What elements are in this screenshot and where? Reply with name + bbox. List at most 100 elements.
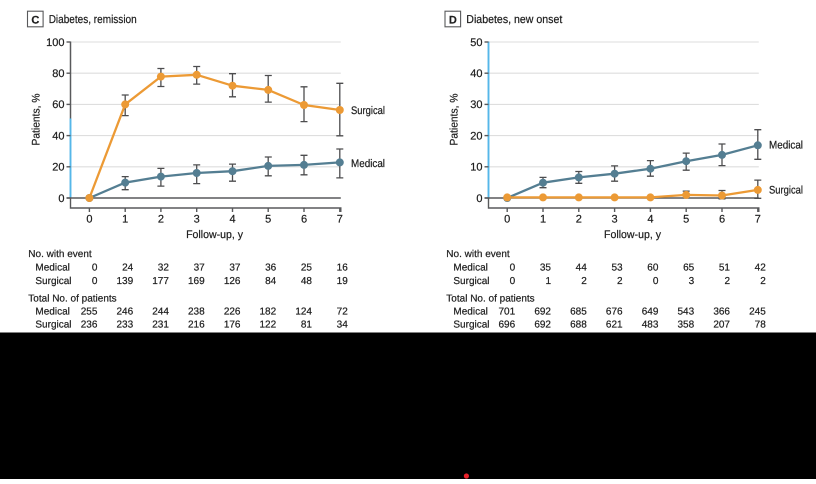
- svg-text:0: 0: [510, 276, 516, 287]
- svg-text:Medical: Medical: [35, 263, 69, 274]
- svg-text:124: 124: [295, 307, 312, 318]
- svg-text:177: 177: [152, 276, 169, 287]
- svg-text:176: 176: [224, 320, 241, 331]
- svg-text:Diabetes, new onset: Diabetes, new onset: [466, 14, 563, 26]
- svg-text:688: 688: [570, 320, 587, 331]
- svg-text:169: 169: [188, 276, 205, 287]
- svg-text:37: 37: [229, 263, 241, 274]
- svg-text:6: 6: [301, 214, 307, 226]
- svg-text:216: 216: [188, 320, 205, 331]
- svg-text:Medical: Medical: [351, 158, 385, 170]
- svg-text:50: 50: [470, 37, 482, 49]
- svg-text:3: 3: [689, 276, 695, 287]
- svg-text:40: 40: [470, 68, 482, 80]
- svg-text:358: 358: [678, 320, 695, 331]
- svg-text:1: 1: [122, 214, 128, 226]
- svg-text:100: 100: [46, 37, 64, 49]
- svg-text:4: 4: [647, 214, 653, 226]
- svg-text:0: 0: [86, 214, 92, 226]
- svg-text:34: 34: [337, 320, 349, 331]
- svg-text:Total No. of patients: Total No. of patients: [446, 294, 534, 305]
- svg-text:C: C: [31, 15, 39, 27]
- svg-text:4: 4: [229, 214, 235, 226]
- svg-text:Surgical: Surgical: [351, 105, 385, 117]
- svg-text:53: 53: [611, 263, 623, 274]
- svg-text:Patients, %: Patients, %: [449, 93, 461, 145]
- svg-text:685: 685: [570, 307, 587, 318]
- svg-text:0: 0: [653, 276, 659, 287]
- svg-text:5: 5: [683, 214, 689, 226]
- svg-text:207: 207: [713, 320, 730, 331]
- svg-text:35: 35: [540, 263, 552, 274]
- svg-text:Surgical: Surgical: [453, 320, 489, 331]
- svg-text:246: 246: [117, 307, 134, 318]
- svg-text:366: 366: [713, 307, 730, 318]
- svg-text:Medical: Medical: [453, 307, 487, 318]
- svg-text:676: 676: [606, 307, 623, 318]
- svg-text:0: 0: [92, 276, 98, 287]
- svg-text:65: 65: [683, 263, 695, 274]
- svg-text:483: 483: [642, 320, 659, 331]
- svg-text:20: 20: [52, 162, 64, 174]
- svg-text:0: 0: [58, 193, 64, 205]
- svg-text:32: 32: [158, 263, 170, 274]
- svg-text:72: 72: [337, 307, 349, 318]
- svg-text:30: 30: [470, 99, 482, 111]
- svg-text:233: 233: [117, 320, 134, 331]
- svg-text:Total No. of patients: Total No. of patients: [28, 294, 116, 305]
- svg-text:236: 236: [81, 320, 98, 331]
- svg-text:244: 244: [152, 307, 169, 318]
- svg-text:2: 2: [581, 276, 587, 287]
- svg-text:Medical: Medical: [453, 263, 487, 274]
- svg-text:Follow-up, y: Follow-up, y: [604, 229, 661, 241]
- svg-text:19: 19: [337, 276, 349, 287]
- svg-text:No. with event: No. with event: [28, 249, 92, 260]
- svg-text:60: 60: [647, 263, 659, 274]
- svg-text:255: 255: [81, 307, 98, 318]
- svg-text:621: 621: [606, 320, 623, 331]
- svg-text:36: 36: [265, 263, 277, 274]
- svg-text:0: 0: [504, 214, 510, 226]
- svg-text:42: 42: [755, 263, 767, 274]
- svg-text:692: 692: [534, 320, 551, 331]
- svg-text:24: 24: [122, 263, 134, 274]
- svg-text:126: 126: [224, 276, 241, 287]
- svg-text:0: 0: [510, 263, 516, 274]
- svg-text:701: 701: [499, 307, 516, 318]
- svg-text:0: 0: [476, 193, 482, 205]
- svg-text:1: 1: [545, 276, 551, 287]
- svg-text:78: 78: [755, 320, 767, 331]
- svg-text:696: 696: [499, 320, 516, 331]
- svg-text:0: 0: [92, 263, 98, 274]
- svg-text:2: 2: [760, 276, 766, 287]
- svg-text:3: 3: [194, 214, 200, 226]
- svg-text:2: 2: [724, 276, 730, 287]
- svg-text:Medical: Medical: [769, 139, 803, 151]
- svg-text:84: 84: [265, 276, 277, 287]
- svg-text:80: 80: [52, 68, 64, 80]
- svg-text:2: 2: [158, 214, 164, 226]
- svg-text:Surgical: Surgical: [35, 320, 71, 331]
- svg-text:Surgical: Surgical: [35, 276, 71, 287]
- svg-text:182: 182: [260, 307, 277, 318]
- svg-text:Follow-up, y: Follow-up, y: [186, 229, 243, 241]
- svg-text:6: 6: [719, 214, 725, 226]
- svg-text:649: 649: [642, 307, 659, 318]
- svg-text:37: 37: [194, 263, 206, 274]
- svg-text:7: 7: [337, 214, 343, 226]
- svg-text:16: 16: [337, 263, 349, 274]
- svg-text:60: 60: [52, 99, 64, 111]
- svg-text:40: 40: [52, 130, 64, 142]
- svg-text:226: 226: [224, 307, 241, 318]
- svg-text:Medical: Medical: [35, 307, 69, 318]
- svg-text:D: D: [449, 15, 457, 27]
- svg-text:122: 122: [260, 320, 277, 331]
- svg-text:238: 238: [188, 307, 205, 318]
- svg-text:10: 10: [470, 162, 482, 174]
- svg-text:No. with event: No. with event: [446, 249, 510, 260]
- svg-text:3: 3: [612, 214, 618, 226]
- svg-text:Surgical: Surgical: [453, 276, 489, 287]
- svg-text:5: 5: [265, 214, 271, 226]
- svg-text:Patients, %: Patients, %: [31, 93, 43, 145]
- svg-text:2: 2: [576, 214, 582, 226]
